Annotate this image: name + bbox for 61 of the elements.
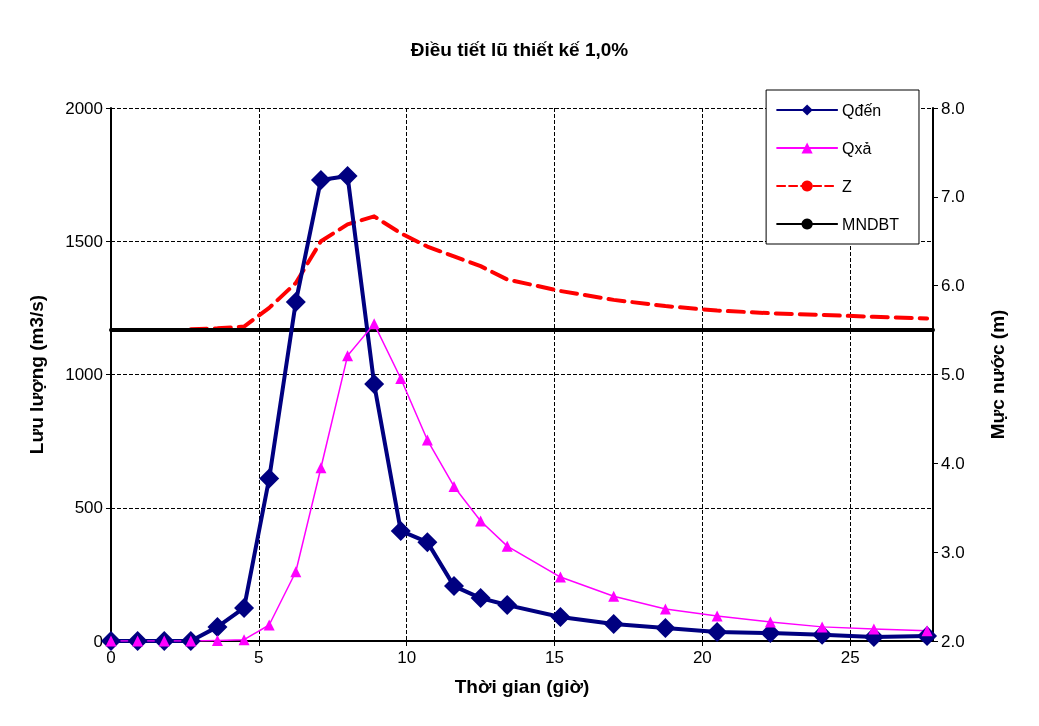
- point: [443, 576, 464, 597]
- point: [259, 468, 280, 489]
- point: [448, 480, 460, 492]
- legend-label: Qđến: [842, 101, 882, 119]
- point: [550, 607, 571, 628]
- y2-tick-label: 6.0: [941, 276, 965, 296]
- legend-label: Qxả: [842, 139, 872, 157]
- point: [655, 617, 676, 638]
- y-axis-title: Lưu lượng (m3/s): [26, 294, 47, 455]
- x-tick-label: 5: [254, 648, 264, 667]
- x-tick-label: 15: [545, 648, 564, 667]
- point: [364, 374, 385, 395]
- point: [310, 169, 331, 190]
- point: [816, 621, 828, 633]
- legend-label: MNDBT: [842, 215, 900, 233]
- point: [263, 619, 275, 631]
- y2-axis-title: Mực nước (m): [987, 309, 1008, 440]
- chart-title: Điều tiết lũ thiết kế 1,0%: [410, 39, 629, 60]
- y2-tick-label: 5.0: [941, 365, 965, 384]
- point: [470, 588, 491, 609]
- y-tick-label: 2000: [65, 98, 103, 118]
- x-tick-label: 10: [397, 648, 417, 667]
- point: [207, 616, 228, 637]
- point: [764, 616, 776, 628]
- point: [337, 165, 358, 186]
- point: [608, 590, 620, 602]
- y2-tick-label: 2.0: [941, 631, 965, 651]
- point: [290, 566, 302, 578]
- point: [868, 623, 880, 635]
- point: [707, 621, 728, 642]
- y2-tick-label: 7.0: [941, 187, 965, 207]
- point: [234, 597, 255, 618]
- y-tick-label: 500: [74, 498, 103, 518]
- point: [342, 350, 354, 362]
- legend-label: Z: [842, 177, 853, 195]
- point: [659, 603, 671, 615]
- point: [554, 571, 566, 583]
- point: [390, 520, 411, 541]
- x-tick-label: 0: [106, 648, 116, 667]
- point: [501, 540, 513, 552]
- point: [211, 634, 223, 646]
- point: [711, 610, 723, 622]
- point: [395, 373, 407, 384]
- x-axis-title: Thời gian (giờ): [454, 676, 590, 697]
- point: [285, 292, 306, 313]
- point: [603, 613, 624, 634]
- y-tick-label: 1000: [65, 365, 103, 384]
- y2-tick-label: 3.0: [941, 542, 965, 562]
- point: [475, 515, 487, 527]
- point: [497, 595, 518, 616]
- point: [421, 434, 433, 446]
- y-tick-label: 1500: [65, 231, 103, 251]
- y-tick-label: 0: [93, 631, 103, 651]
- x-tick-label: 25: [840, 648, 860, 667]
- y2-tick-label: 4.0: [941, 453, 965, 473]
- point: [417, 532, 438, 553]
- point: [238, 634, 250, 646]
- point: [368, 318, 380, 330]
- point: [315, 462, 327, 474]
- x-tick-label: 20: [692, 648, 712, 667]
- y2-tick-label: 8.0: [941, 98, 965, 118]
